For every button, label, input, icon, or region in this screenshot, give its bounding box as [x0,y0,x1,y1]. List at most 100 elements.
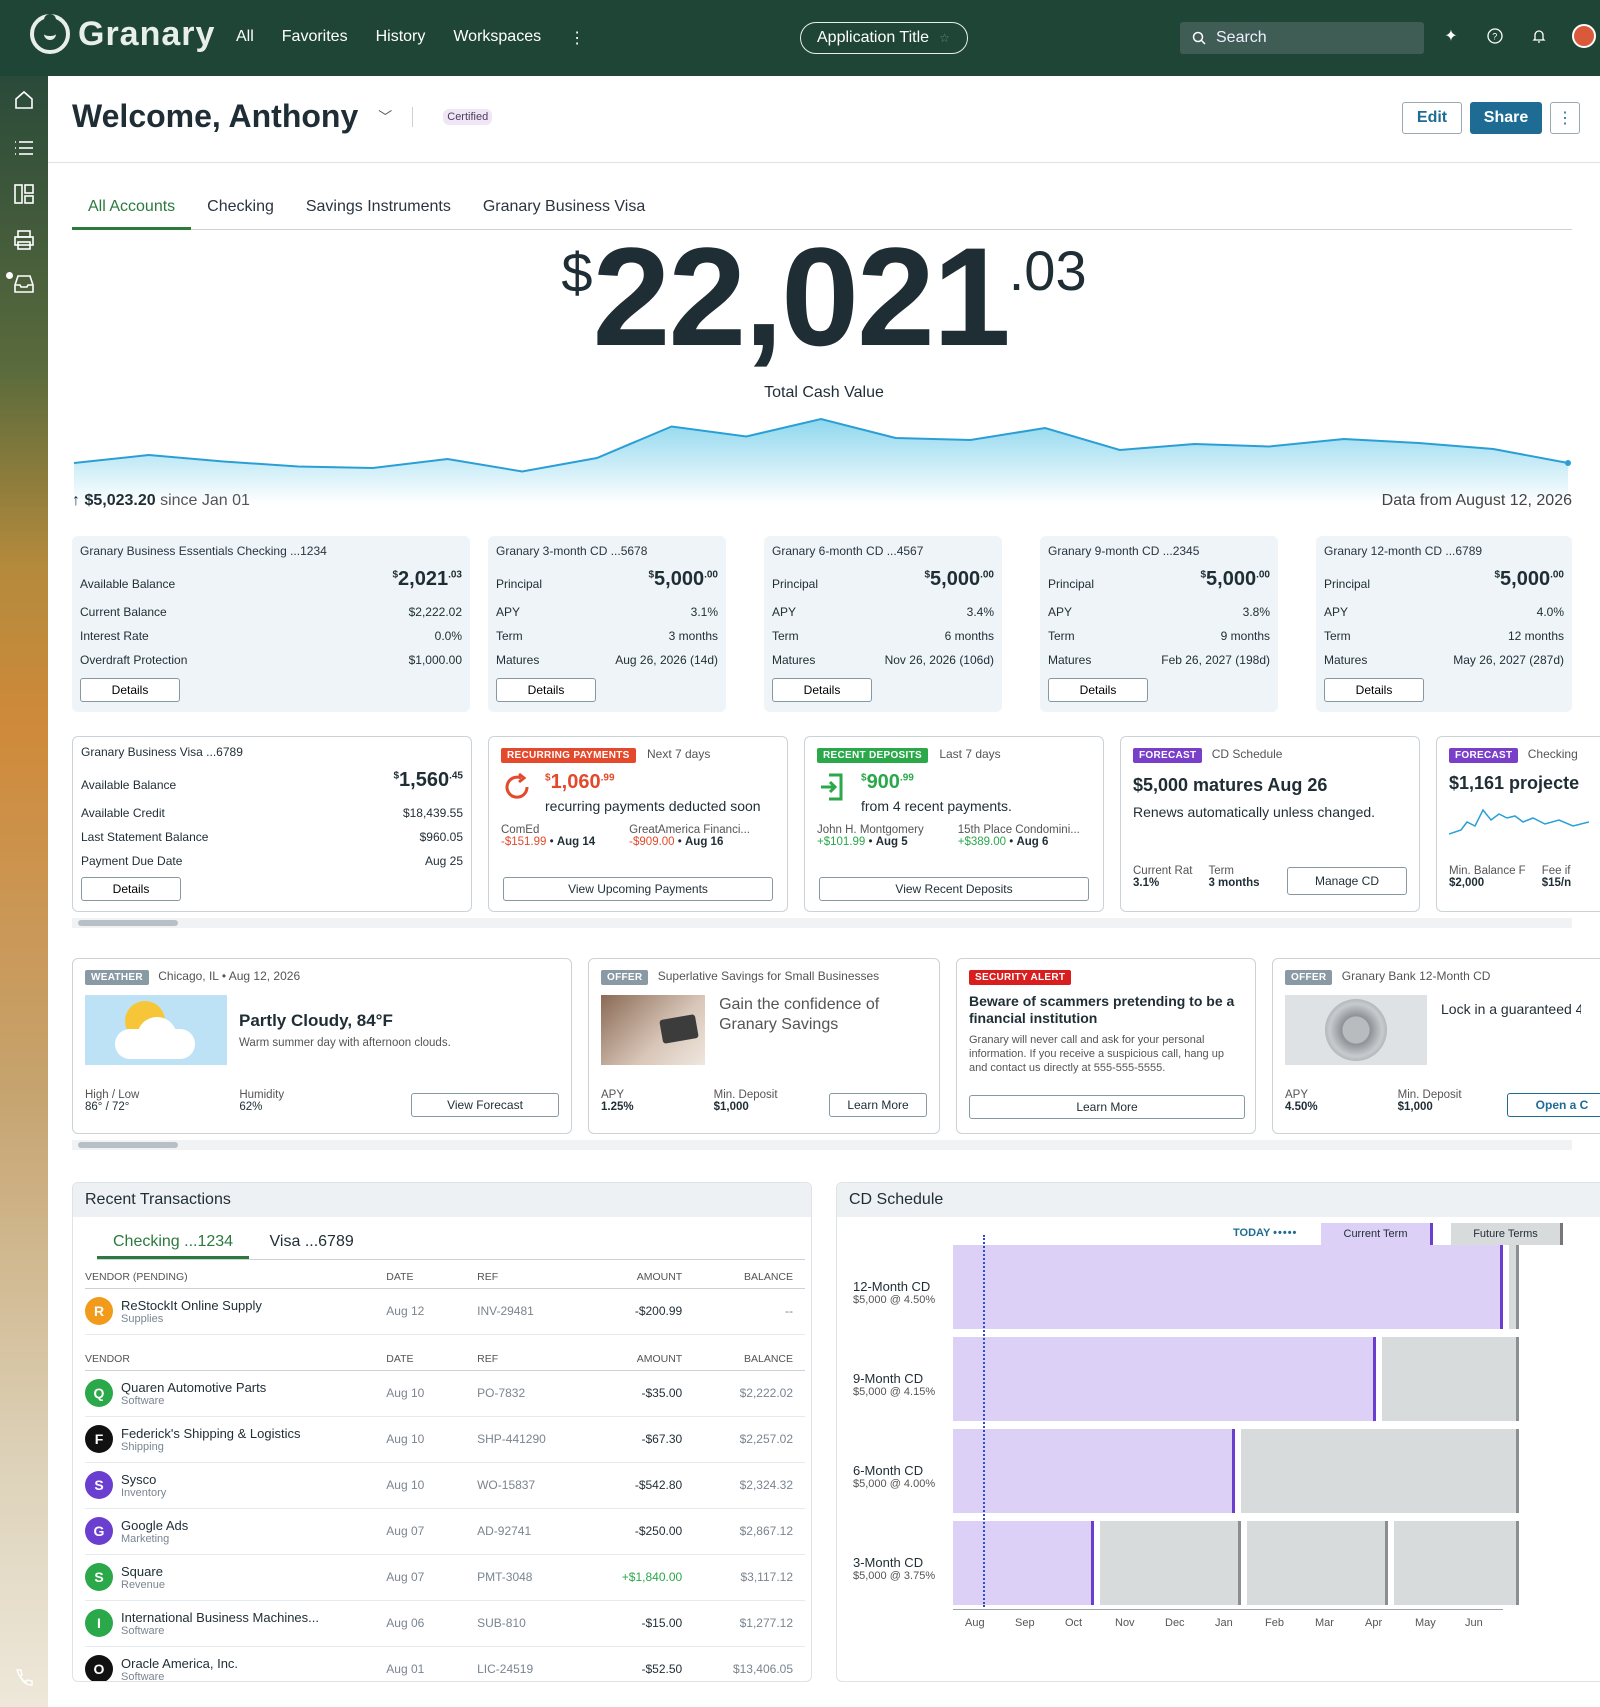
tab-all-accounts[interactable]: All Accounts [72,186,192,230]
tab-visa-6789[interactable]: Visa ...6789 [269,1233,354,1250]
cd-offer-card[interactable]: OFFER Granary Bank 12-Month CD Lock in a… [1272,958,1600,1134]
alert-badge: SECURITY ALERT [969,970,1072,985]
list-icon[interactable] [12,136,36,160]
account-row-value: 6 months [944,629,994,643]
tab-checking[interactable]: Checking [207,198,274,215]
recurring-payments-card[interactable]: RECURRING PAYMENTS Next 7 days $1,060.99… [488,736,788,912]
scrollbar-thumb[interactable] [78,1142,178,1148]
chevron-down-icon[interactable]: ﹀ [378,108,393,125]
view-recent-deposits-button[interactable]: View Recent Deposits [819,877,1089,901]
details-button[interactable]: Details [772,678,872,702]
alert-desc: Granary will never call and ask for your… [969,1034,1224,1074]
scrollbar-thumb[interactable] [78,920,178,926]
tab-savings-instruments[interactable]: Savings Instruments [305,198,451,215]
table-row[interactable]: F Federick's Shipping & Logistics Shipping… [85,1416,805,1463]
account-row-value: 4.0% [1536,605,1564,619]
open-cd-button[interactable]: Open a C [1507,1093,1600,1117]
change-amount: $5,023.20 [84,492,156,509]
table-row[interactable]: G Google Ads Marketing Aug 07 AD-92741 -$250.… [85,1508,805,1555]
nav-all[interactable]: All [236,28,254,45]
alert-learn-more-button[interactable]: Learn More [969,1095,1245,1119]
manage-cd-button[interactable]: Manage CD [1287,867,1407,895]
min-deposit-label: Min. Deposit [1397,1089,1462,1101]
search-input[interactable]: Search [1180,22,1424,54]
forecast-sub: Checking [1527,747,1578,761]
inbox-icon[interactable] [12,272,36,296]
account-main-value: $5,000.00 [1494,568,1564,590]
offers-scrollbar[interactable] [72,1140,1572,1150]
account-card[interactable]: Granary Business Essentials Checking ...… [72,536,470,712]
offer-badge: OFFER [1285,970,1333,985]
sparkle-icon[interactable]: ✦ [1444,28,1458,45]
forecast-title: $1,161 projecte [1449,773,1580,793]
details-button[interactable]: Details [80,678,180,702]
change-since: ↑ $5,023.20 since Jan 01 [72,492,250,510]
brand-logo[interactable]: Granary [30,14,215,54]
account-card[interactable]: Granary 3-month CD ...5678 Principal $5,0… [488,536,726,712]
forecast-title: $5,000 matures Aug 26 [1133,775,1328,795]
edit-button[interactable]: Edit [1402,102,1462,134]
share-button[interactable]: Share [1470,102,1542,134]
forecast-checking-card[interactable]: FORECAST Checking $1,161 projecte Min. B… [1436,736,1600,912]
account-card[interactable]: Granary 6-month CD ...4567 Principal $5,0… [764,536,1002,712]
cell-amount: -$35.00 [587,1370,695,1417]
tab-checking-1234[interactable]: Checking ...1234 [97,1225,250,1259]
savings-offer-card[interactable]: OFFER Superlative Savings for Small Busi… [588,958,940,1134]
account-row-label: APY [1048,605,1073,619]
view-upcoming-payments-button[interactable]: View Upcoming Payments [503,877,773,901]
table-row[interactable]: S Square Revenue Aug 07 PMT-3048 +$1,840.00 $3… [85,1554,805,1601]
nav-history[interactable]: History [375,28,426,45]
details-button[interactable]: Details [496,678,596,702]
recurring-period: Next 7 days [646,747,711,761]
cell-balance: $2,257.02 [694,1416,805,1463]
current-term-bar [953,1245,1503,1329]
offer-sub: Superlative Savings for Small Businesses [657,969,880,983]
help-icon[interactable]: ? [1484,25,1506,47]
cell-ref: AD-92741 [477,1508,588,1555]
granary-logo-icon [30,14,70,54]
details-button[interactable]: Details [1324,678,1424,702]
cards-scrollbar[interactable] [72,918,1572,928]
star-icon[interactable]: ☆ [939,31,950,45]
table-row[interactable]: I International Business Machines... Softw… [85,1600,805,1647]
details-button[interactable]: Details [1048,678,1148,702]
phone-icon[interactable] [12,1666,36,1690]
app-title-pill[interactable]: Application Title ☆ [800,22,968,54]
current-term-bar [953,1521,1094,1605]
forecast-cd-card[interactable]: FORECAST CD Schedule $5,000 matures Aug … [1120,736,1420,912]
cell-date: Aug 01 [386,1646,478,1681]
visa-card[interactable]: Granary Business Visa ...6789 Available … [72,736,472,912]
security-alert-card[interactable]: SECURITY ALERT Beware of scammers preten… [956,958,1256,1134]
column-header: VENDOR (PENDING) [85,1266,387,1289]
nav-favorites[interactable]: Favorites [281,28,348,45]
cell-date: Aug 07 [386,1554,478,1601]
account-card[interactable]: Granary 12-month CD ...6789 Principal $5,… [1316,536,1572,712]
recent-deposits-card[interactable]: RECENT DEPOSITS Last 7 days $900.99 from… [804,736,1104,912]
table-row[interactable]: S Sysco Inventory Aug 10 WO-15837 -$542.80 $2,… [85,1462,805,1509]
account-name: Granary 3-month CD ...5678 [496,544,648,558]
table-row[interactable]: Q Quaren Automotive Parts Software Aug 10 PO… [85,1370,805,1417]
bell-icon[interactable] [1528,25,1550,47]
details-button[interactable]: Details [81,877,181,901]
user-avatar[interactable] [1572,24,1596,48]
more-options-button[interactable]: ⋮ [1550,102,1580,134]
table-row[interactable]: O Oracle America, Inc. Software Aug 01 LIC-2… [85,1646,805,1681]
home-icon[interactable] [12,88,36,112]
tab-business-visa[interactable]: Granary Business Visa [482,198,646,215]
account-card[interactable]: Granary 9-month CD ...2345 Principal $5,0… [1040,536,1278,712]
account-row-value: 3 months [668,629,718,643]
humidity-label: Humidity [239,1089,285,1101]
month-tick: Oct [1065,1617,1083,1629]
cell-ref: WO-15837 [477,1462,588,1509]
dashboard-icon[interactable] [12,182,36,206]
table-row[interactable]: R ReStockIt Online Supply Supplies Aug 12 IN… [85,1288,805,1335]
weather-card[interactable]: WEATHER Chicago, IL • Aug 12, 2026 Partl… [72,958,572,1134]
weather-illustration [85,995,227,1065]
view-forecast-button[interactable]: View Forecast [411,1093,559,1117]
printer-icon[interactable] [12,228,36,252]
cell-date: Aug 10 [386,1462,478,1509]
learn-more-button[interactable]: Learn More [829,1093,927,1117]
transactions-table: VENDOR (PENDING) DATE REF AMOUNT BALANCE R ReS… [85,1266,805,1681]
nav-workspaces[interactable]: Workspaces [453,28,542,45]
nav-more-icon[interactable]: ⋮ [569,30,586,47]
